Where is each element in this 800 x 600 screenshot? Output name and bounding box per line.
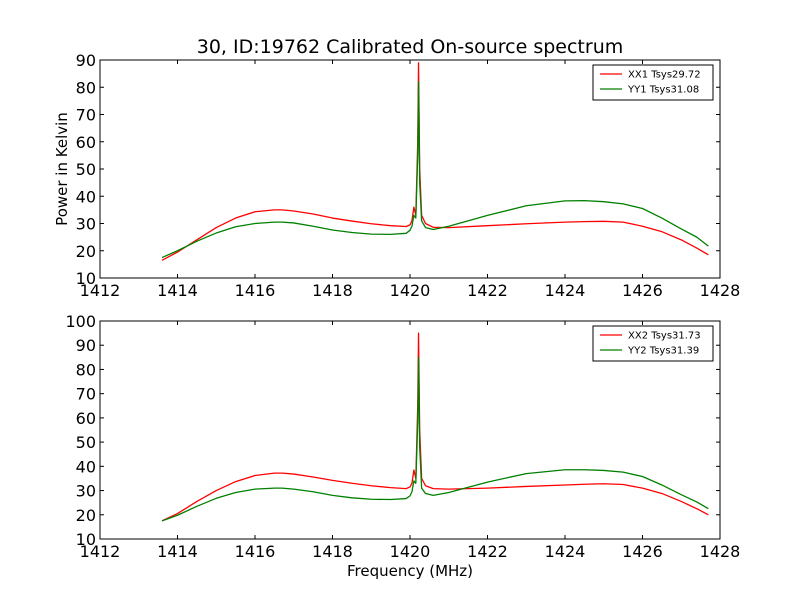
y-tick-label: 60	[76, 133, 96, 152]
y-tick-label: 20	[76, 242, 96, 261]
y-tick-label: 100	[65, 312, 96, 331]
legend-label-2: YY1 Tsys31.08	[627, 85, 699, 96]
y-tick-label: 10	[76, 530, 96, 549]
legend-box	[592, 325, 714, 362]
legend: XX1 Tsys29.72 YY1 Tsys31.08	[592, 64, 714, 101]
x-tick-label: 1424	[545, 542, 586, 561]
legend-box	[592, 64, 714, 101]
x-tick-label: 1426	[622, 281, 663, 300]
y-tick-label: 80	[76, 78, 96, 97]
x-tick-label: 1420	[390, 542, 431, 561]
x-tick-label: 1426	[622, 542, 663, 561]
x-tick-label: 1414	[157, 281, 198, 300]
x-tick-label: 1424	[545, 281, 586, 300]
y-tick-label: 40	[76, 187, 96, 206]
series-line-2	[161, 356, 709, 522]
x-tick-label: 1418	[312, 542, 353, 561]
x-tick-label: 1422	[467, 542, 508, 561]
x-tick-label: 1428	[700, 281, 741, 300]
y-tick-label: 70	[76, 385, 96, 404]
x-tick-label: 1428	[700, 542, 741, 561]
panel-2: 1412 1414 1416 1418 1420 1422 1424 1426 1428 10 20…	[65, 312, 740, 580]
legend-label-2: YY2 Tsys31.39	[627, 346, 699, 357]
y-tick-label: 50	[76, 433, 96, 452]
x-axis-label: Frequency (MHz)	[347, 562, 473, 580]
x-tick-label: 1420	[390, 281, 431, 300]
legend: XX2 Tsys31.73 YY2 Tsys31.39	[592, 325, 714, 362]
legend-label-1: XX2 Tsys31.73	[628, 331, 701, 342]
y-tick-label: 10	[76, 269, 96, 288]
chart-title: 30, ID:19762 Calibrated On-source spectr…	[197, 36, 624, 58]
y-tick-label: 30	[76, 482, 96, 501]
y-tick-label: 90	[76, 336, 96, 355]
x-tick-label: 1412	[80, 281, 121, 300]
panel-1: 1412 1414 1416 1418 1420 1422 1424 1426 1428 10 20…	[53, 36, 740, 300]
x-tick-label: 1412	[80, 542, 121, 561]
y-tick-label: 80	[76, 360, 96, 379]
y-axis-label: Power in Kelvin	[53, 112, 71, 226]
y-tick-label: 90	[76, 51, 96, 70]
x-tick-label: 1422	[467, 281, 508, 300]
y-tick-label: 30	[76, 215, 96, 234]
x-tick-label: 1416	[235, 542, 276, 561]
y-tick-label: 50	[76, 160, 96, 179]
y-tick-label: 60	[76, 409, 96, 428]
y-tick-label: 20	[76, 506, 96, 525]
x-tick-label: 1414	[157, 542, 198, 561]
x-tick-label: 1418	[312, 281, 353, 300]
series-line-2	[161, 81, 709, 259]
x-tick-label: 1416	[235, 281, 276, 300]
legend-label-1: XX1 Tsys29.72	[628, 70, 701, 81]
y-tick-label: 40	[76, 457, 96, 476]
y-tick-label: 70	[76, 106, 96, 125]
